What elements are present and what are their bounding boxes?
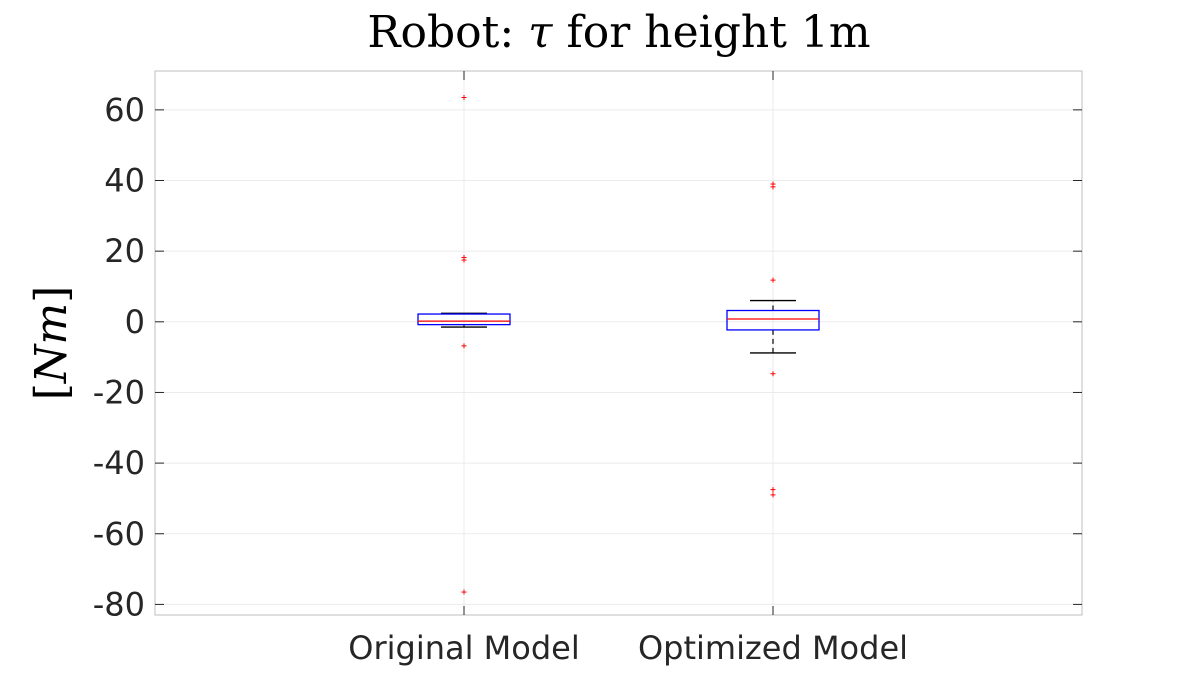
- category-label: Optimized Model: [638, 629, 908, 667]
- y-tick-label: 40: [104, 162, 145, 200]
- outlier-point: [461, 94, 467, 100]
- boxes: [417, 94, 820, 595]
- plot-frame: [154, 70, 1083, 616]
- outlier-point: [770, 487, 776, 493]
- y-ticks: 60 40 20 0 -20 -40 -60 -80: [93, 71, 1082, 623]
- outlier-point: [461, 343, 467, 349]
- chart-title: Robot: τ for height 1m: [367, 7, 870, 58]
- box-iqr: [726, 309, 820, 331]
- title-prefix: Robot:: [367, 7, 528, 58]
- outlier-point: [770, 184, 776, 190]
- y-tick-label: 60: [104, 91, 145, 129]
- y-tick-label: 0: [125, 303, 145, 341]
- ylabel-open: [: [26, 383, 77, 400]
- y-tick-label: -60: [93, 515, 145, 553]
- y-tick-label: -20: [93, 373, 145, 411]
- box-group: [726, 181, 820, 498]
- axes-frame: [154, 70, 1083, 616]
- box-iqr: [417, 313, 511, 326]
- ylabel-symbol: Nm: [26, 303, 77, 384]
- y-tick-label: -80: [93, 585, 145, 623]
- outlier-point: [770, 492, 776, 498]
- y-tick-label: 20: [104, 232, 145, 270]
- title-suffix: for height 1m: [553, 7, 871, 58]
- outlier-point: [770, 277, 776, 283]
- category-labels: Original Model Optimized Model: [348, 629, 908, 667]
- y-axis-label: [Nm]: [26, 286, 77, 401]
- outlier-point: [461, 257, 467, 263]
- title-symbol: τ: [528, 7, 553, 58]
- y-tick-label: -40: [93, 444, 145, 482]
- box-group: [417, 94, 511, 595]
- category-label: Original Model: [348, 629, 579, 667]
- outlier-point: [461, 589, 467, 595]
- ylabel-close: ]: [26, 286, 77, 303]
- grid-lines: [155, 71, 1082, 615]
- outlier-point: [770, 371, 776, 377]
